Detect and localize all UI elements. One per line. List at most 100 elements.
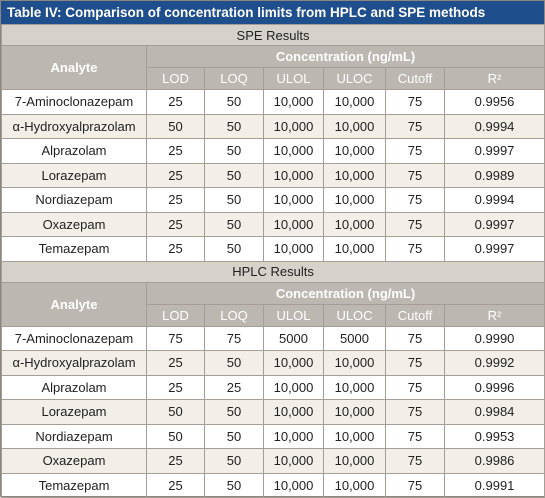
value-cell: 75 bbox=[385, 236, 445, 262]
data-row: α-Hydroxyalprazolam 50 50 10,000 10,000 75 0.9… bbox=[1, 113, 545, 139]
value-cell: 25 bbox=[146, 89, 205, 115]
value-cell: 75 bbox=[385, 374, 445, 400]
value-cell: 0.9997 bbox=[443, 138, 545, 164]
value-cell: 75 bbox=[385, 350, 445, 376]
value-cell: 10,000 bbox=[323, 399, 386, 425]
value-cell: 25 bbox=[146, 448, 205, 474]
data-row: Lorazepam 25 50 10,000 10,000 75 0.9989 bbox=[1, 162, 545, 188]
value-cell: 25 bbox=[146, 187, 205, 213]
column-header: ULOL bbox=[263, 67, 324, 90]
column-header: ULOC bbox=[323, 303, 386, 327]
value-cell: 75 bbox=[385, 211, 445, 237]
value-cell: 50 bbox=[204, 138, 264, 164]
analyte-cell: Nordiazepam bbox=[1, 187, 147, 213]
value-cell: 10,000 bbox=[263, 374, 324, 400]
analyte-cell: α-Hydroxyalprazolam bbox=[1, 113, 147, 139]
header-row: LOD LOQ ULOL ULOC Cutoff R² bbox=[2, 67, 545, 90]
analyte-cell: Oxazepam bbox=[1, 211, 147, 237]
data-row: Lorazepam 50 50 10,000 10,000 75 0.9984 bbox=[1, 399, 545, 425]
value-cell: 10,000 bbox=[263, 350, 324, 376]
value-cell: 0.9997 bbox=[443, 236, 545, 262]
value-cell: 10,000 bbox=[263, 448, 324, 474]
header-row: Analyte Concentration (ng/mL) bbox=[1, 281, 545, 327]
value-cell: 75 bbox=[385, 162, 445, 188]
value-cell: 10,000 bbox=[263, 423, 324, 449]
column-header: LOQ bbox=[204, 303, 264, 327]
value-cell: 10,000 bbox=[323, 187, 386, 213]
data-row: Alprazolam 25 50 10,000 10,000 75 0.9997 bbox=[1, 138, 545, 164]
column-header: ULOC bbox=[323, 67, 386, 90]
value-cell: 10,000 bbox=[323, 472, 386, 498]
value-cell: 75 bbox=[385, 138, 445, 164]
value-cell: 75 bbox=[204, 325, 264, 351]
value-cell: 0.9984 bbox=[443, 399, 545, 425]
value-cell: 10,000 bbox=[263, 138, 324, 164]
value-cell: 0.9997 bbox=[443, 211, 545, 237]
data-row: Nordiazepam 50 50 10,000 10,000 75 0.9953 bbox=[1, 423, 545, 449]
value-cell: 5000 bbox=[263, 325, 324, 351]
value-cell: 10,000 bbox=[323, 423, 386, 449]
analyte-header: Analyte bbox=[1, 281, 147, 327]
value-cell: 50 bbox=[204, 472, 264, 498]
value-cell: 75 bbox=[385, 187, 445, 213]
header-row: LOD LOQ ULOL ULOC Cutoff R² bbox=[2, 303, 545, 327]
value-cell: 25 bbox=[146, 138, 205, 164]
section-row: SPE Results bbox=[0, 24, 545, 46]
value-cell: 0.9994 bbox=[443, 113, 545, 139]
column-header: Cutoff bbox=[385, 67, 445, 90]
value-cell: 10,000 bbox=[263, 236, 324, 262]
value-cell: 50 bbox=[204, 211, 264, 237]
value-cell: 50 bbox=[204, 399, 264, 425]
column-header: LOD bbox=[146, 67, 205, 90]
data-row: 7-Aminoclonazepam 25 50 10,000 10,000 75 0.995… bbox=[1, 89, 545, 115]
value-cell: 50 bbox=[204, 350, 264, 376]
value-cell: 50 bbox=[204, 162, 264, 188]
value-cell: 10,000 bbox=[263, 399, 324, 425]
value-cell: 50 bbox=[204, 448, 264, 474]
analyte-cell: Temazepam bbox=[1, 472, 147, 498]
analyte-cell: Alprazolam bbox=[1, 138, 147, 164]
analyte-cell: 7-Aminoclonazepam bbox=[1, 325, 147, 351]
value-cell: 10,000 bbox=[323, 162, 386, 188]
value-cell: 75 bbox=[385, 472, 445, 498]
value-cell: 75 bbox=[146, 325, 205, 351]
value-cell: 0.9986 bbox=[443, 448, 545, 474]
data-row: Alprazolam 25 25 10,000 10,000 75 0.9996 bbox=[1, 374, 545, 400]
value-cell: 50 bbox=[146, 423, 205, 449]
section-row: HPLC Results bbox=[0, 260, 545, 283]
value-cell: 10,000 bbox=[263, 162, 324, 188]
value-cell: 10,000 bbox=[263, 89, 324, 115]
value-cell: 10,000 bbox=[323, 138, 386, 164]
section-title: HPLC Results bbox=[0, 260, 545, 283]
column-header: Cutoff bbox=[385, 303, 445, 327]
value-cell: 75 bbox=[385, 399, 445, 425]
column-header: LOD bbox=[146, 303, 205, 327]
group-header: Concentration (ng/mL) bbox=[145, 45, 545, 68]
value-cell: 50 bbox=[204, 113, 264, 139]
value-cell: 10,000 bbox=[323, 448, 386, 474]
value-cell: 50 bbox=[146, 399, 205, 425]
value-cell: 25 bbox=[146, 211, 205, 237]
value-cell: 25 bbox=[146, 162, 205, 188]
value-cell: 25 bbox=[146, 236, 205, 262]
value-cell: 50 bbox=[204, 187, 264, 213]
value-cell: 10,000 bbox=[263, 187, 324, 213]
data-row: Oxazepam 25 50 10,000 10,000 75 0.9997 bbox=[1, 211, 545, 237]
value-cell: 0.9953 bbox=[443, 423, 545, 449]
value-cell: 10,000 bbox=[323, 113, 386, 139]
analyte-cell: 7-Aminoclonazepam bbox=[1, 89, 147, 115]
data-row: 7-Aminoclonazepam 75 75 5000 5000 75 0.9990 bbox=[1, 325, 545, 351]
value-cell: 10,000 bbox=[323, 374, 386, 400]
value-cell: 0.9990 bbox=[443, 325, 545, 351]
data-row: α-Hydroxyalprazolam 25 50 10,000 10,000 75 0.9… bbox=[1, 350, 545, 376]
value-cell: 75 bbox=[385, 89, 445, 115]
section-title: SPE Results bbox=[0, 24, 545, 46]
analyte-cell: Temazepam bbox=[1, 236, 147, 262]
value-cell: 0.9992 bbox=[443, 350, 545, 376]
analyte-cell: Lorazepam bbox=[1, 162, 147, 188]
analyte-cell: Alprazolam bbox=[1, 374, 147, 400]
value-cell: 0.9989 bbox=[443, 162, 545, 188]
column-header: ULOL bbox=[263, 303, 324, 327]
value-cell: 10,000 bbox=[323, 89, 386, 115]
